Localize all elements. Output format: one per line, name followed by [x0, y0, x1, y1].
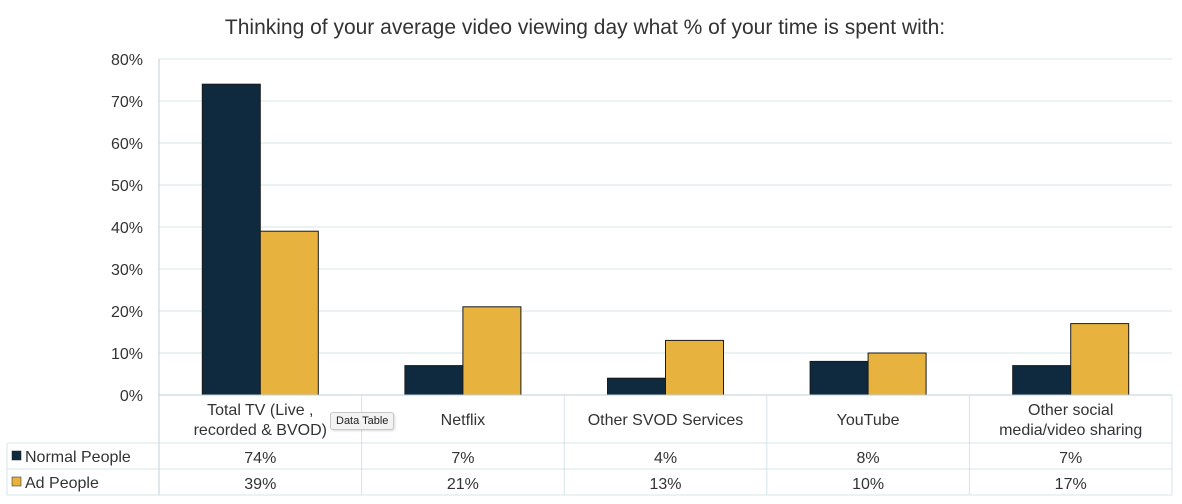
data-label: 13% — [649, 476, 681, 493]
category-label: media/video sharing — [999, 422, 1142, 439]
data-label: 39% — [244, 476, 276, 493]
y-tick-label: 30% — [111, 262, 143, 279]
y-tick-label: 10% — [111, 346, 143, 363]
series-name: Ad People — [25, 475, 99, 492]
data-label: 8% — [857, 450, 880, 467]
bar — [1070, 323, 1130, 396]
bar — [201, 83, 261, 396]
data-label: 7% — [1059, 450, 1082, 467]
y-tick-label: 60% — [111, 136, 143, 153]
bar — [404, 365, 464, 396]
y-tick-label: 0% — [120, 388, 143, 405]
data-label: 17% — [1055, 476, 1087, 493]
category-label: Total TV (Live , — [207, 402, 313, 419]
bar — [259, 230, 319, 396]
data-label: 21% — [447, 476, 479, 493]
bar — [1012, 365, 1072, 396]
bar — [665, 339, 724, 396]
category-label: Netflix — [441, 412, 485, 429]
bar — [462, 306, 522, 396]
y-tick-label: 50% — [111, 178, 143, 195]
data-label: 4% — [654, 450, 677, 467]
y-tick-label: 20% — [111, 304, 143, 321]
category-label: Other social — [1028, 402, 1113, 419]
series-name: Normal People — [25, 449, 131, 466]
data-label: 10% — [852, 476, 884, 493]
chart-title: Thinking of your average video viewing d… — [225, 16, 945, 39]
bar — [867, 352, 927, 396]
legend-key — [11, 450, 22, 461]
data-label: 7% — [451, 450, 474, 467]
y-tick-label: 70% — [111, 94, 143, 111]
bar — [809, 360, 869, 396]
legend-key — [11, 476, 22, 487]
category-label: recorded & BVOD) — [194, 422, 327, 439]
y-tick-label: 40% — [111, 220, 143, 237]
category-label: Other SVOD Services — [588, 412, 744, 429]
category-label: YouTube — [837, 412, 900, 429]
data-table-tooltip: Data Table — [330, 412, 395, 430]
y-tick-label: 80% — [111, 52, 143, 69]
data-label: 74% — [244, 450, 276, 467]
bar — [607, 377, 666, 396]
